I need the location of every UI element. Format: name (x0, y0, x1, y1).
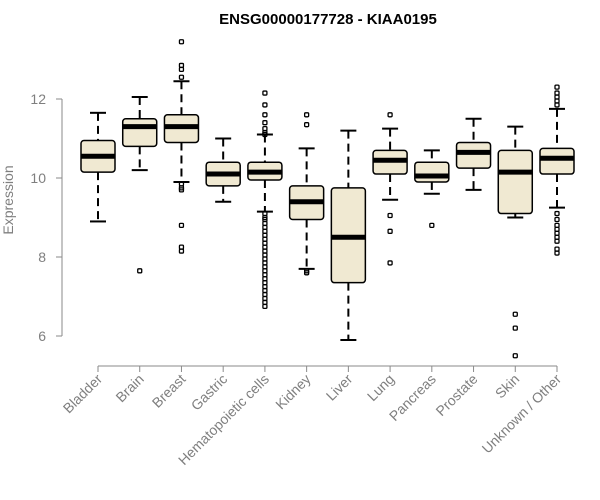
outlier-point (512, 311, 518, 317)
outlier-point (387, 212, 393, 219)
y-tick-label: 10 (30, 170, 46, 186)
box-body (455, 141, 492, 169)
x-tick-label: Breast (149, 371, 189, 411)
outlier-point (137, 268, 143, 274)
y-tick-label: 6 (38, 328, 46, 344)
y-axis-ticks: 6 8 10 12 (30, 91, 62, 344)
outlier-point (303, 112, 310, 118)
box-group (121, 96, 158, 274)
outlier-point (178, 74, 185, 80)
outlier-point (262, 120, 268, 126)
outlier-point (554, 238, 560, 244)
outlier-point (554, 102, 560, 108)
outlier-point (178, 66, 185, 73)
box-group (163, 39, 200, 254)
x-tick-label: Unknown / Other (479, 371, 565, 457)
box-group (247, 90, 283, 310)
outlier-point (178, 187, 185, 193)
outlier-point (262, 102, 268, 108)
outlier-point (429, 222, 435, 229)
outlier-point (262, 112, 268, 118)
x-tick-label: Skin (492, 371, 523, 402)
box-body (497, 149, 534, 215)
box-group (80, 111, 116, 223)
outlier-point (303, 270, 310, 276)
box-group (372, 112, 408, 266)
outlier-point (387, 260, 393, 266)
y-axis-title: Expression (0, 165, 16, 234)
outlier-point (178, 39, 185, 45)
y-tick-label: 8 (38, 249, 46, 265)
x-tick-label: Bladder (60, 371, 106, 417)
box-series (80, 39, 575, 359)
box-group (414, 149, 450, 229)
outlier-point (554, 84, 560, 90)
outlier-point (178, 222, 185, 229)
outlier-point (512, 325, 518, 331)
outlier-point (512, 353, 518, 359)
outlier-point (303, 122, 310, 128)
box-group (330, 129, 367, 341)
x-tick-label: Lung (364, 371, 397, 404)
outlier-point (554, 216, 560, 223)
outlier-point (387, 228, 393, 234)
outlier-point (262, 90, 268, 96)
box-body (414, 161, 450, 183)
outlier-point (178, 248, 185, 254)
box-group (455, 117, 492, 191)
x-tick-label: Prostate (432, 371, 480, 419)
x-tick-label: Kidney (272, 371, 314, 413)
box-body (539, 147, 575, 175)
box-body (121, 118, 158, 148)
outlier-point (554, 250, 560, 256)
outlier-point (262, 303, 268, 310)
outlier-point (387, 112, 393, 118)
box-group (497, 125, 534, 359)
y-tick-label: 12 (30, 91, 46, 107)
x-tick-label: Liver (323, 371, 356, 404)
outlier-point (554, 210, 560, 217)
box-group (288, 112, 325, 276)
x-tick-label: Brain (112, 371, 146, 405)
chart-title: ENSG00000177728 - KIAA0195 (219, 11, 437, 28)
box-group (205, 137, 241, 203)
outlier-point (262, 131, 268, 138)
box-group (539, 84, 575, 256)
